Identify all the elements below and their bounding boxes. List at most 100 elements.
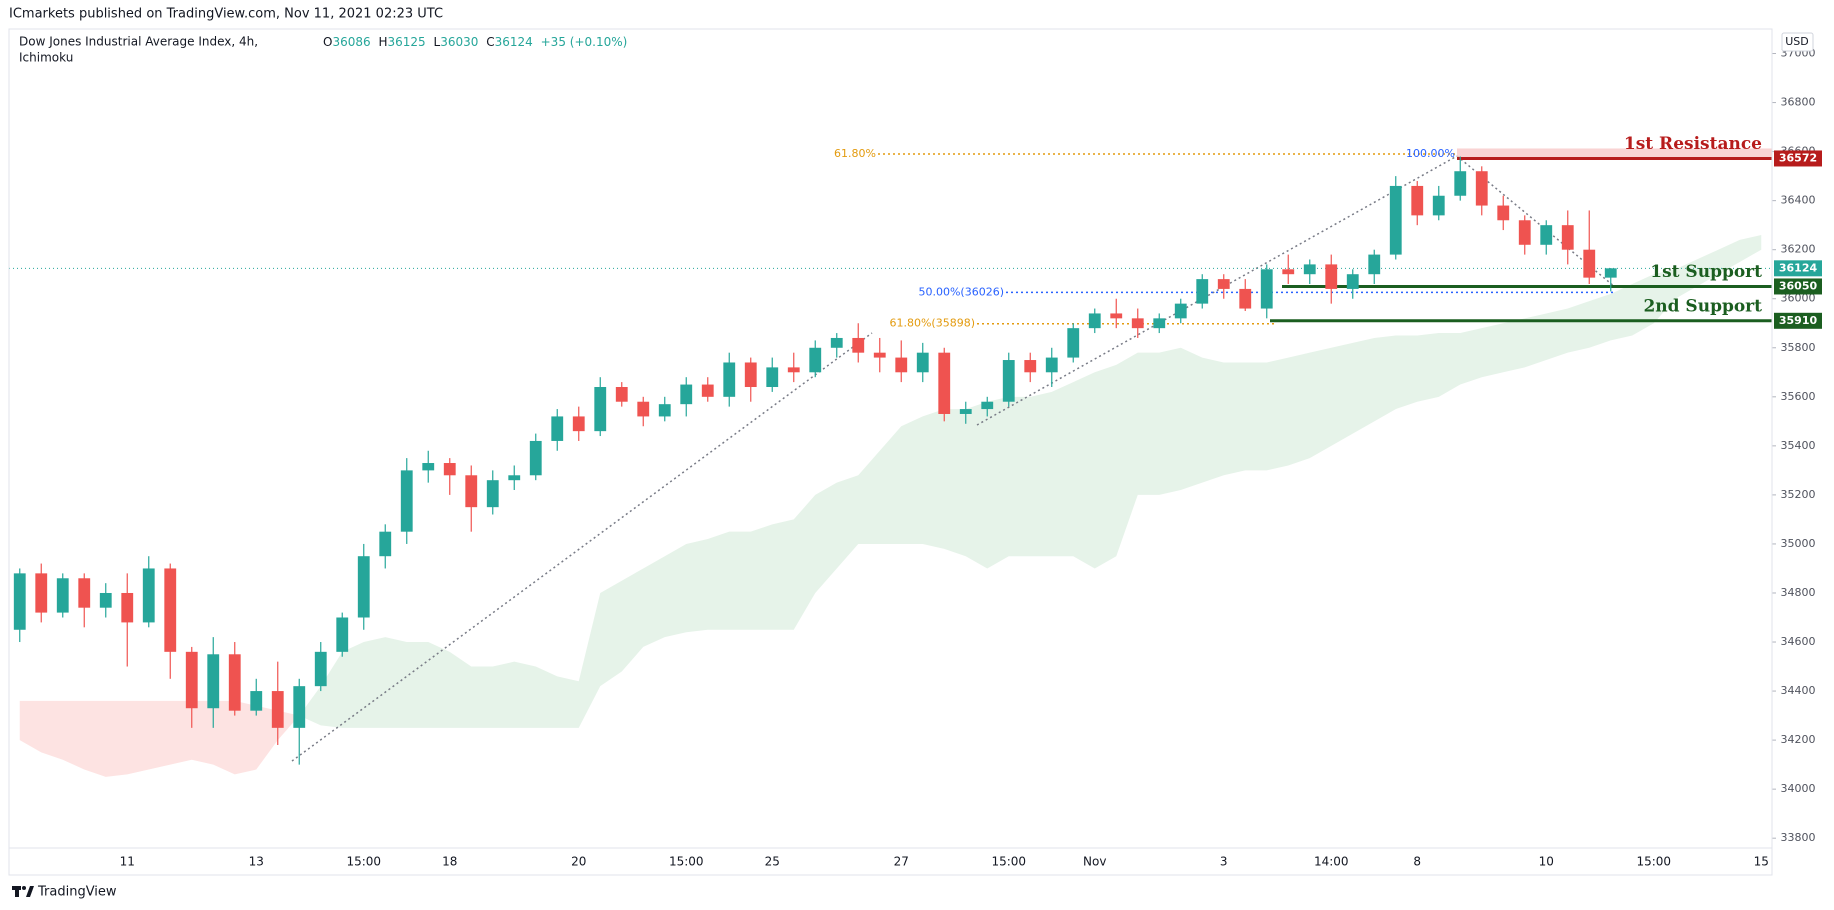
candle-body (1303, 264, 1316, 275)
candle-body (680, 384, 693, 405)
candle-body (228, 654, 241, 711)
price-tag (1774, 278, 1822, 295)
candle-body (594, 387, 607, 432)
publisher: ICmarkets published on TradingView.com, … (9, 7, 443, 22)
cloud-area (299, 234, 1762, 728)
candle-body (1002, 360, 1015, 402)
candle-body (1067, 328, 1080, 358)
y-tick-label: 36800 (1781, 96, 1816, 109)
logo-mark (26, 886, 34, 897)
candle-body (1561, 225, 1574, 250)
candle-body (13, 573, 26, 630)
x-tick-label: 8 (1413, 855, 1421, 869)
ohlc-letter: O (323, 35, 332, 49)
x-tick-label: 11 (120, 855, 135, 869)
candle-body (486, 480, 499, 508)
y-tick-label: 33800 (1781, 831, 1816, 844)
x-tick-label: 15:00 (669, 855, 704, 869)
candle-body (529, 440, 542, 476)
currency: USD (1785, 35, 1809, 48)
logo-mark (15, 886, 19, 897)
price-tag-label: 36572 (1779, 151, 1817, 164)
candle-body (938, 352, 951, 414)
candle-body (1411, 185, 1424, 216)
candle-body (293, 686, 306, 728)
candle-body (1131, 318, 1144, 329)
candle-body (873, 352, 886, 358)
candle-body (551, 416, 564, 441)
candle-body (1260, 269, 1273, 309)
x-tick-label: 18 (442, 855, 457, 869)
candle-body (658, 404, 671, 417)
candle-body (1174, 303, 1187, 319)
ohlc-value: 36086 (332, 35, 370, 49)
candles (13, 156, 1617, 765)
candle-body (959, 409, 972, 414)
ohlc-legend: O36086 H36125 L36030 C36124 +35 (+0.10%) (323, 35, 627, 49)
levels (9, 148, 1772, 325)
candle-body (336, 617, 349, 652)
candle-body (723, 362, 736, 397)
logo-mark (22, 886, 26, 890)
ohlc-letter: C (486, 35, 494, 49)
trend-line (291, 332, 873, 762)
y-tick-label: 35000 (1781, 537, 1816, 550)
candle-body (1239, 288, 1252, 309)
price-tag (1774, 260, 1822, 277)
candle-body (400, 470, 413, 532)
fib-label: 61.80% (834, 147, 876, 160)
level-label: 2nd Support (1643, 296, 1762, 316)
candle-body (56, 578, 69, 613)
change: +35 (+0.10%) (541, 35, 628, 49)
candle-body (1432, 195, 1445, 216)
x-tick-label: Nov (1083, 855, 1106, 869)
resistance-zone (1457, 148, 1772, 159)
x-tick-label: 25 (765, 855, 780, 869)
candle-body (443, 463, 456, 476)
candle-body (185, 651, 198, 709)
candle-body (250, 691, 263, 711)
candle-body (637, 401, 650, 417)
candle-body (1368, 254, 1381, 275)
candle-body (895, 357, 908, 373)
candle-body (357, 556, 370, 618)
candle-body (1045, 357, 1058, 373)
grid (1772, 53, 1776, 839)
ohlc-letter: L (434, 35, 441, 49)
x-tick-label: 10 (1539, 855, 1554, 869)
candle-body (572, 416, 585, 432)
y-tick-label: 34800 (1781, 586, 1816, 599)
pane-frame (8, 28, 1773, 876)
candle-body (787, 367, 800, 373)
candle-body (1454, 171, 1467, 196)
x-tick-label: 13 (249, 855, 264, 869)
x-tick-label: 15:00 (991, 855, 1026, 869)
price-tag-label: 35910 (1779, 314, 1818, 327)
candle-body (164, 568, 177, 652)
candle-body (35, 573, 48, 613)
candle-body (744, 362, 757, 388)
y-tick-label: 34000 (1781, 782, 1816, 795)
y-tick-label: 34200 (1781, 733, 1816, 746)
candle-body (1217, 279, 1230, 289)
y-tick-label: 35200 (1781, 488, 1816, 501)
x-tick-label: 3 (1220, 855, 1228, 869)
fib-label: 61.80%(35898) (889, 317, 975, 330)
cloud-area (19, 700, 300, 777)
ohlc-value: 36125 (388, 35, 426, 49)
price-tag (1774, 312, 1822, 329)
candle-body (1475, 171, 1488, 206)
y-tick-label: 35400 (1781, 439, 1816, 452)
x-tick-label: 15:00 (346, 855, 381, 869)
candle-body (142, 568, 155, 623)
trend-line (976, 155, 1458, 426)
fib-label: 100.00% (1406, 147, 1455, 160)
y-tick-label: 35800 (1781, 341, 1816, 354)
candle-body (379, 531, 392, 557)
level-label: 1st Support (1650, 262, 1762, 282)
candle-body (1518, 220, 1531, 245)
candle-body (1153, 318, 1166, 329)
price-tag (1774, 150, 1822, 167)
candle-body (508, 475, 521, 481)
